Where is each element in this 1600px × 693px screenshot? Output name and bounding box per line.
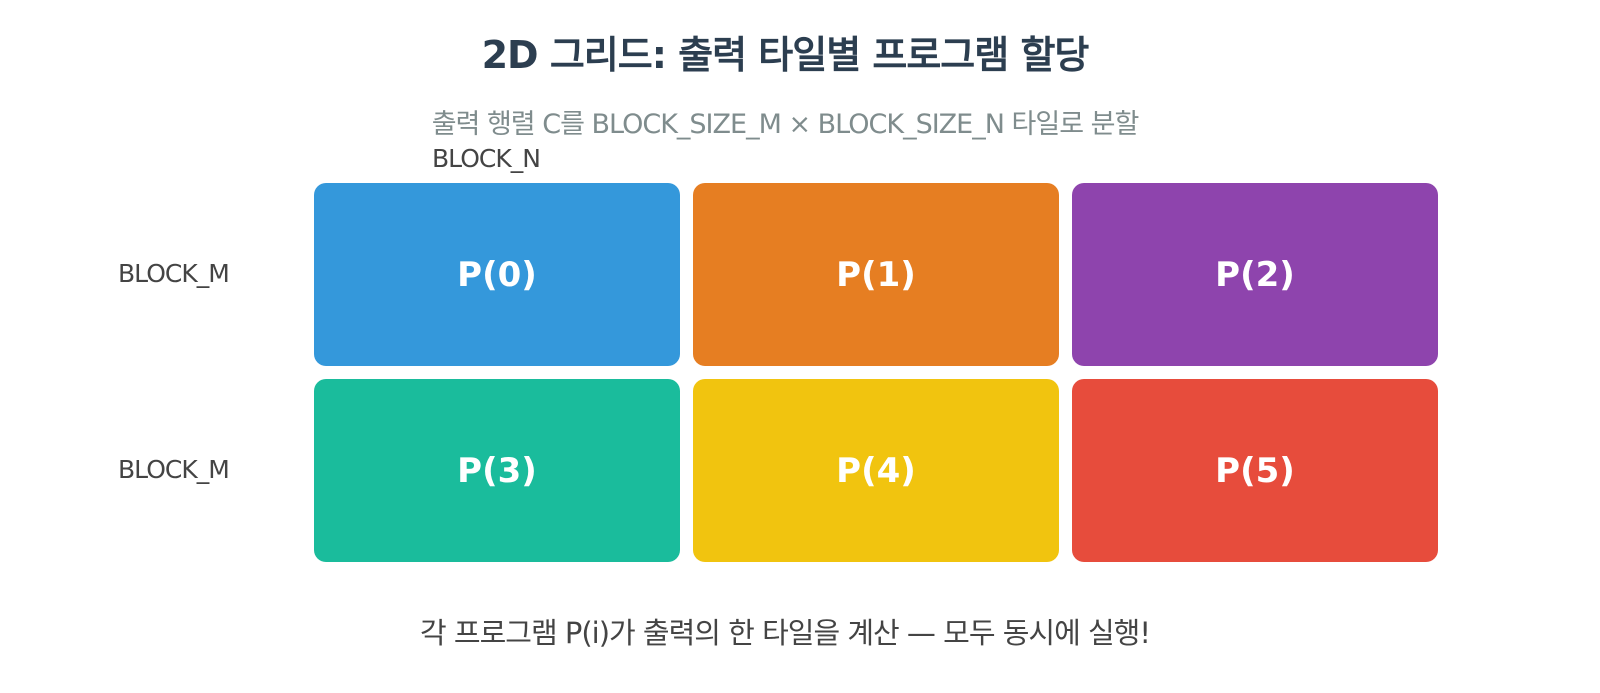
- tile-p1: P(1): [693, 183, 1059, 366]
- tile-p4: P(4): [693, 379, 1059, 562]
- diagram-title: 2D 그리드: 출력 타일별 프로그램 할당: [481, 33, 1090, 77]
- column-label: BLOCK_N: [432, 144, 541, 173]
- tile-p5: P(5): [1072, 379, 1438, 562]
- tile-p3: P(3): [314, 379, 680, 562]
- tile-p0: P(0): [314, 183, 680, 366]
- row-label-0: BLOCK_M: [118, 259, 230, 288]
- tile-p2: P(2): [1072, 183, 1438, 366]
- diagram-subtitle: 출력 행렬 C를 BLOCK_SIZE_M × BLOCK_SIZE_N 타일로…: [431, 109, 1140, 140]
- footer-note: 각 프로그램 P(i)가 출력의 한 타일을 계산 — 모두 동시에 실행!: [420, 616, 1151, 650]
- row-label-1: BLOCK_M: [118, 455, 230, 484]
